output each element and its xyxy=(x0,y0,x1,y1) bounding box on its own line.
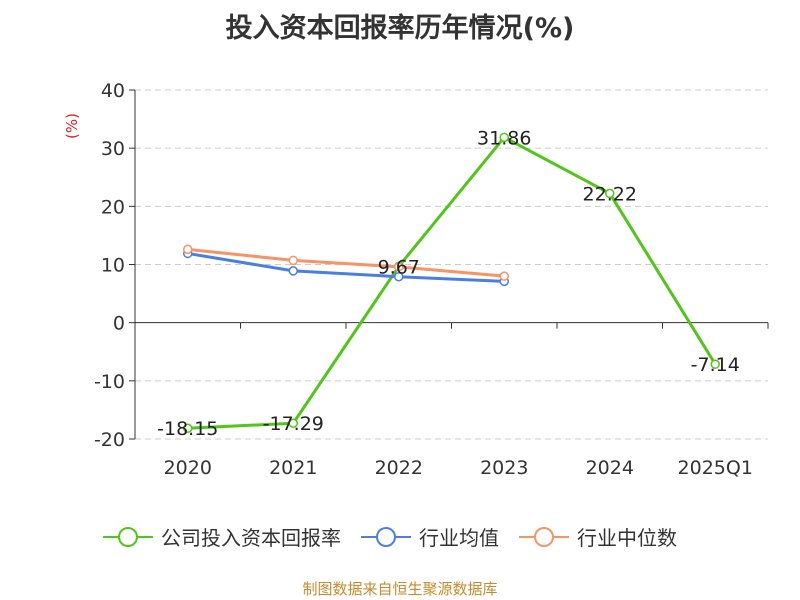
data-label: 31.86 xyxy=(477,127,531,149)
legend-label: 行业均值 xyxy=(419,526,499,550)
y-axis-unit-label: (%) xyxy=(63,113,81,139)
series-line-3 xyxy=(187,247,505,278)
data-source-note: 制图数据来自恒生聚源数据库 xyxy=(302,580,498,598)
x-tick-label: 2021 xyxy=(269,457,317,479)
legend-label: 行业中位数 xyxy=(577,526,677,550)
y-tick-label: 10 xyxy=(101,255,125,277)
data-label: -18.15 xyxy=(157,418,218,440)
legend-marker xyxy=(118,527,138,547)
x-tick-label: 2025Q1 xyxy=(678,457,753,479)
data-point xyxy=(499,132,509,143)
series-line-2 xyxy=(187,251,505,283)
chart-title: 投入资本回报率历年情况(%) xyxy=(225,13,575,44)
x-tick-label: 2022 xyxy=(375,457,423,479)
data-label: -17.29 xyxy=(263,413,324,435)
y-tick-label: 40 xyxy=(101,80,125,102)
y-tick-label: 30 xyxy=(101,138,125,160)
data-label: 9.67 xyxy=(378,256,420,278)
data-point xyxy=(710,359,720,369)
data-point xyxy=(183,423,193,433)
legend-marker xyxy=(376,527,396,547)
data-point xyxy=(499,271,509,281)
data-label: 22.22 xyxy=(583,183,637,205)
legend-item-1[interactable]: 公司投入资本回报率 xyxy=(103,526,341,550)
legend-item-3[interactable]: 行业中位数 xyxy=(519,526,677,550)
data-point xyxy=(605,188,615,199)
data-point xyxy=(288,418,298,428)
data-point xyxy=(183,244,193,255)
legend-label: 公司投入资本回报率 xyxy=(161,526,341,550)
data-point xyxy=(288,266,298,276)
y-tick-label: -10 xyxy=(94,371,125,393)
data-point xyxy=(394,271,404,282)
data-point xyxy=(394,262,404,272)
y-tick-label: 20 xyxy=(101,196,125,218)
legend-item-2[interactable]: 行业均值 xyxy=(361,526,499,550)
x-tick-label: 2024 xyxy=(586,457,634,479)
x-tick-label: 2020 xyxy=(164,457,212,479)
y-tick-label: -20 xyxy=(94,429,125,451)
series-line-1 xyxy=(187,135,717,430)
x-tick-label: 2023 xyxy=(480,457,528,479)
data-label: -7.14 xyxy=(691,354,740,376)
legend-marker xyxy=(534,527,554,547)
data-point xyxy=(288,255,298,266)
y-tick-label: 0 xyxy=(113,313,125,335)
